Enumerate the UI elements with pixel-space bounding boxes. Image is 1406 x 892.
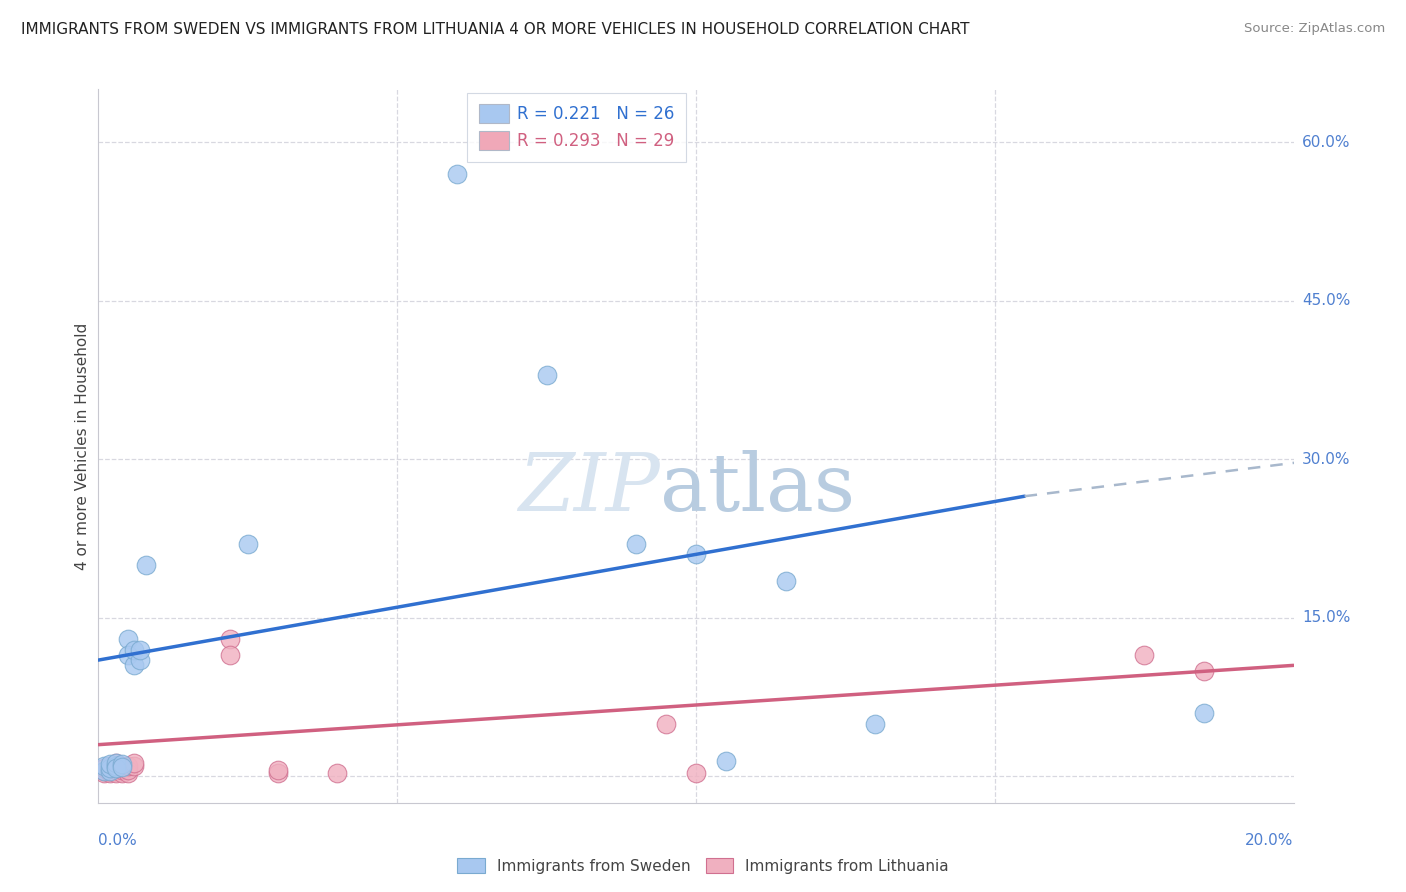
Point xyxy=(117,632,139,646)
Point xyxy=(1192,706,1215,720)
Point xyxy=(685,547,707,561)
Point xyxy=(714,754,737,768)
Point xyxy=(124,756,146,770)
Point xyxy=(536,368,558,382)
Point xyxy=(111,761,134,775)
Point xyxy=(655,716,678,731)
Legend: R = 0.221   N = 26, R = 0.293   N = 29: R = 0.221 N = 26, R = 0.293 N = 29 xyxy=(467,93,686,161)
Point xyxy=(105,766,128,780)
Point xyxy=(326,766,349,780)
Point xyxy=(105,756,128,770)
Point xyxy=(98,764,122,778)
Point xyxy=(236,537,259,551)
Point xyxy=(626,537,648,551)
Text: 60.0%: 60.0% xyxy=(1302,135,1350,150)
Point xyxy=(105,759,128,773)
Point xyxy=(98,761,122,775)
Point xyxy=(446,167,468,181)
Point xyxy=(135,558,157,572)
Point xyxy=(105,763,128,777)
Text: ZIP: ZIP xyxy=(519,450,661,527)
Point xyxy=(93,764,115,778)
Point xyxy=(98,759,122,773)
Point xyxy=(117,763,139,777)
Point xyxy=(117,759,139,773)
Point xyxy=(98,761,122,775)
Point xyxy=(117,648,139,662)
Point xyxy=(865,716,887,731)
Text: Source: ZipAtlas.com: Source: ZipAtlas.com xyxy=(1244,22,1385,36)
Point xyxy=(105,761,128,775)
Point xyxy=(124,658,146,673)
Point xyxy=(111,766,134,780)
Point xyxy=(267,763,290,777)
Point xyxy=(93,761,115,775)
Point xyxy=(219,648,242,662)
Point xyxy=(93,764,115,778)
Point xyxy=(267,766,290,780)
Point xyxy=(105,756,128,770)
Point xyxy=(105,759,128,773)
Text: 20.0%: 20.0% xyxy=(1246,833,1294,848)
Point xyxy=(129,642,152,657)
Point xyxy=(111,756,134,771)
Point xyxy=(1133,648,1156,662)
Point xyxy=(98,756,122,771)
Text: IMMIGRANTS FROM SWEDEN VS IMMIGRANTS FROM LITHUANIA 4 OR MORE VEHICLES IN HOUSEH: IMMIGRANTS FROM SWEDEN VS IMMIGRANTS FRO… xyxy=(21,22,970,37)
Point xyxy=(124,759,146,773)
Y-axis label: 4 or more Vehicles in Household: 4 or more Vehicles in Household xyxy=(75,322,90,570)
Text: 30.0%: 30.0% xyxy=(1302,451,1350,467)
Text: atlas: atlas xyxy=(661,450,855,528)
Point xyxy=(219,632,242,646)
Point xyxy=(111,760,134,774)
Point xyxy=(124,642,146,657)
Point xyxy=(129,653,152,667)
Point xyxy=(98,766,122,780)
Point xyxy=(111,759,134,773)
Point xyxy=(98,764,122,778)
Text: 0.0%: 0.0% xyxy=(98,833,138,848)
Legend: Immigrants from Sweden, Immigrants from Lithuania: Immigrants from Sweden, Immigrants from … xyxy=(451,852,955,880)
Text: 15.0%: 15.0% xyxy=(1302,610,1350,625)
Text: 45.0%: 45.0% xyxy=(1302,293,1350,308)
Point xyxy=(775,574,797,588)
Point xyxy=(685,766,707,780)
Point xyxy=(117,766,139,780)
Point xyxy=(1192,664,1215,678)
Point xyxy=(93,759,115,773)
Point xyxy=(111,763,134,777)
Point xyxy=(93,766,115,780)
